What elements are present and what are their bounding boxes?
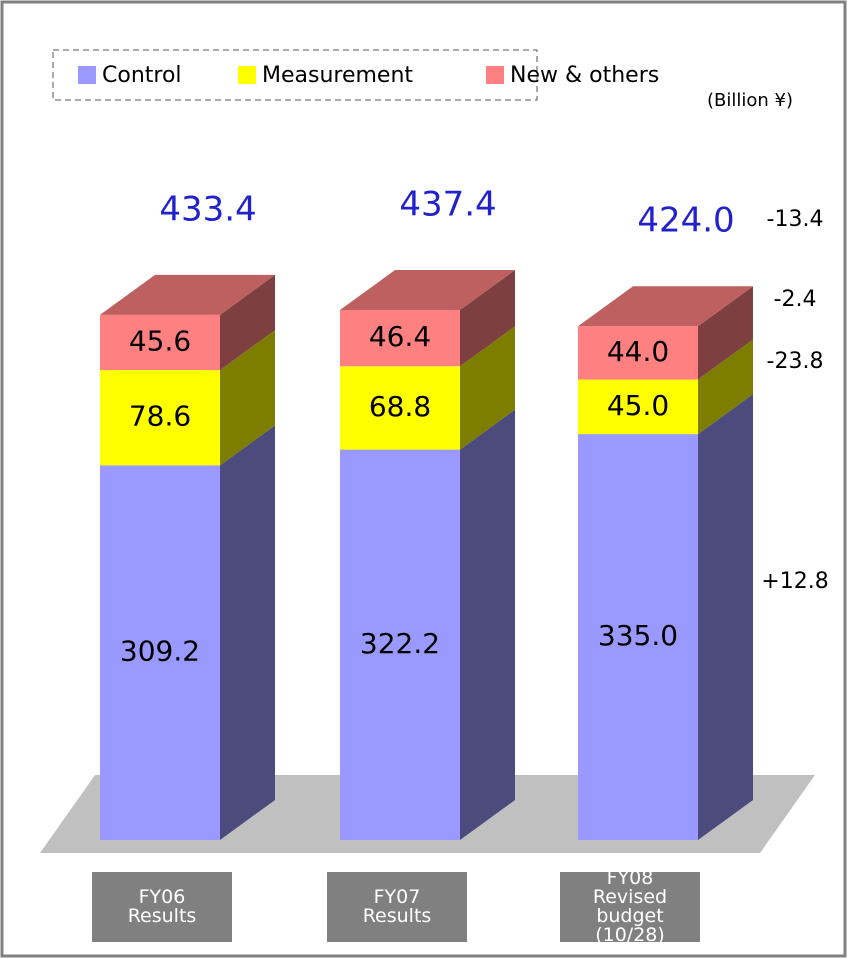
legend-label: Measurement [262, 63, 413, 88]
bar-side [220, 274, 275, 371]
category-label: FY06 Results [92, 872, 232, 942]
category-label: FY08 Revised budget (10/28) [560, 869, 700, 945]
category-label: FY07 Results [327, 872, 467, 942]
bar-segment [340, 449, 460, 840]
bar-segment [578, 379, 698, 435]
legend-label: New & others [510, 63, 659, 88]
unit-label: (Billion ¥) [707, 90, 793, 111]
legend-swatch [486, 66, 504, 84]
bar-segment [340, 310, 460, 367]
bar-side [460, 270, 515, 367]
legend-box [52, 49, 538, 101]
bar-top [578, 286, 753, 327]
bar-segment [340, 366, 460, 450]
bar-segment [578, 326, 698, 380]
bar-segment [100, 465, 220, 840]
change-annotation: -13.4 [767, 207, 824, 232]
change-annotation: -23.8 [767, 349, 824, 374]
total-label: 437.4 [399, 185, 496, 225]
value-label: 309.2 [120, 635, 200, 668]
value-label: 322.2 [360, 627, 440, 660]
value-label: 44.0 [607, 335, 669, 368]
bar-side [220, 330, 275, 466]
value-label: 68.8 [369, 390, 431, 423]
bar-segment [578, 434, 698, 840]
bar-side [220, 425, 275, 840]
legend-swatch [78, 66, 96, 84]
total-label: 433.4 [159, 189, 256, 229]
bar-top [340, 270, 515, 310]
bar-side [698, 339, 753, 435]
change-annotation: +12.8 [761, 569, 828, 594]
bar-side [698, 394, 753, 840]
bar-segment [100, 314, 220, 371]
bar-top [100, 274, 275, 315]
value-label: 46.4 [369, 320, 431, 353]
change-annotation: -2.4 [774, 287, 817, 312]
value-label: 335.0 [598, 619, 678, 652]
bar-side [460, 409, 515, 840]
value-label: 45.0 [607, 389, 669, 422]
total-label: 424.0 [637, 201, 734, 241]
bar-segment [100, 370, 220, 466]
value-label: 45.6 [129, 324, 191, 357]
legend-label: Control [102, 63, 182, 88]
bar-side [460, 326, 515, 450]
bar-side [698, 286, 753, 380]
legend-swatch [238, 66, 256, 84]
value-label: 78.6 [129, 400, 191, 433]
